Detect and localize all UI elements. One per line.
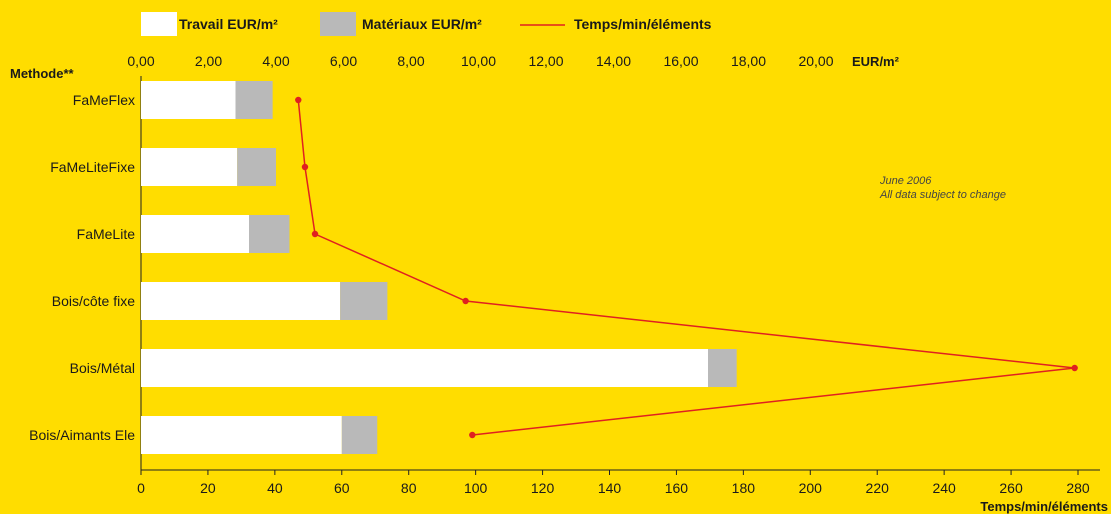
bottom-tick-label: 200 <box>799 480 823 496</box>
bottom-tick-label: 60 <box>334 480 350 496</box>
bar-materiaux <box>340 282 388 320</box>
bottom-tick-label: 220 <box>866 480 890 496</box>
bottom-tick-label: 80 <box>401 480 417 496</box>
top-tick-label: 6,00 <box>330 53 357 69</box>
top-tick-label: 20,00 <box>798 53 833 69</box>
category-label: FaMeLiteFixe <box>50 159 135 175</box>
bar-travail <box>141 81 236 119</box>
legend-label-travail: Travail EUR/m² <box>179 16 278 32</box>
temps-series <box>295 96 1078 439</box>
legend: Travail EUR/m² Matériaux EUR/m² Temps/mi… <box>141 12 712 36</box>
top-tick-label: 8,00 <box>397 53 424 69</box>
bottom-tick-label: 20 <box>200 480 216 496</box>
legend-swatch-materiaux <box>320 12 356 36</box>
bars <box>141 81 737 454</box>
category-axis-title: Methode** <box>10 66 75 81</box>
category-labels: FaMeFlex FaMeLiteFixe FaMeLite Bois/côte fi… <box>29 92 135 443</box>
temps-point <box>301 163 309 171</box>
top-tick-label: 18,00 <box>731 53 766 69</box>
bar-materiaux <box>237 148 276 186</box>
top-tick-label: 2,00 <box>195 53 222 69</box>
top-tick-label: 16,00 <box>663 53 698 69</box>
bar-travail <box>141 215 249 253</box>
top-axis-title: EUR/m² <box>852 54 900 69</box>
bar-travail <box>141 282 341 320</box>
bottom-tick-label: 180 <box>732 480 756 496</box>
bottom-tick-label: 160 <box>665 480 689 496</box>
legend-swatch-travail <box>141 12 177 36</box>
note-disclaimer: All data subject to change <box>879 189 1006 201</box>
bottom-tick-label: 120 <box>531 480 555 496</box>
temps-line <box>297 99 1075 436</box>
bottom-axis: 0 20 40 60 80 100 120 140 160 180 200 220 240 260 280 <box>137 76 1100 496</box>
legend-label-temps: Temps/min/éléments <box>574 16 712 32</box>
bar-travail <box>141 349 708 387</box>
bar-materiaux <box>249 215 290 253</box>
temps-point <box>462 297 469 305</box>
bottom-tick-label: 280 <box>1066 480 1090 496</box>
bottom-tick-label: 40 <box>267 480 283 496</box>
bar-materiaux <box>235 81 273 119</box>
top-tick-label: 14,00 <box>596 53 631 69</box>
temps-point <box>1071 364 1078 372</box>
bottom-tick-label: 260 <box>999 480 1023 496</box>
bottom-tick-label: 0 <box>137 480 145 496</box>
category-label: Bois/côte fixe <box>52 293 135 309</box>
temps-point <box>469 431 476 439</box>
temps-point <box>311 230 319 238</box>
legend-label-materiaux: Matériaux EUR/m² <box>362 16 482 32</box>
top-tick-label: 4,00 <box>262 53 289 69</box>
bar-materiaux <box>341 416 378 454</box>
bar-materiaux <box>708 349 737 387</box>
temps-point <box>295 96 302 104</box>
bar-travail <box>141 148 238 186</box>
top-axis: 0,00 2,00 4,00 6,00 8,00 10,00 12,00 14,00 16,00… <box>127 53 833 69</box>
category-label: Bois/Aimants Ele <box>29 427 135 443</box>
top-tick-label: 0,00 <box>127 53 154 69</box>
bottom-tick-label: 100 <box>464 480 488 496</box>
bottom-tick-label: 140 <box>598 480 622 496</box>
bottom-axis-title: Temps/min/éléments <box>980 499 1108 514</box>
category-label: FaMeFlex <box>73 92 135 108</box>
top-tick-label: 12,00 <box>528 53 563 69</box>
bottom-tick-label: 240 <box>932 480 956 496</box>
top-tick-label: 10,00 <box>461 53 496 69</box>
bar-travail <box>141 416 342 454</box>
category-label: Bois/Métal <box>70 360 135 376</box>
note-date: June 2006 <box>879 175 932 187</box>
category-label: FaMeLite <box>77 226 136 242</box>
